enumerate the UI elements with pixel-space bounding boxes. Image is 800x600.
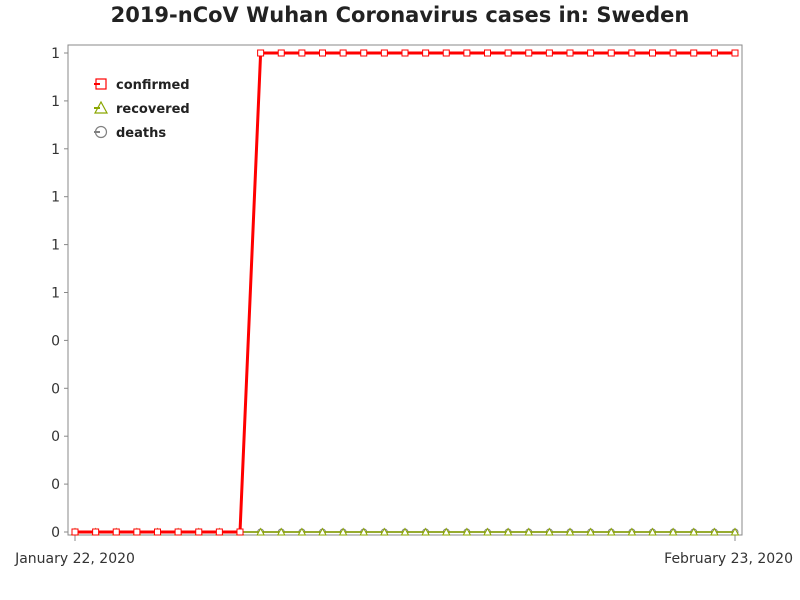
legend-label-confirmed: confirmed <box>116 78 190 93</box>
y-tick-label: 1 <box>51 286 60 302</box>
data-point-recovered <box>338 527 348 536</box>
data-point-confirmed <box>319 49 326 57</box>
x-tick-label: February 23, 2020 <box>664 551 793 567</box>
data-point-confirmed <box>154 528 161 536</box>
y-tick-label: 1 <box>51 94 60 110</box>
data-point-recovered <box>545 527 554 536</box>
data-point-confirmed <box>380 49 388 57</box>
data-point-recovered <box>421 527 430 536</box>
data-point-recovered <box>256 527 265 536</box>
legend-marker-circle-icon <box>94 125 108 139</box>
legend-item-deaths: deaths <box>94 125 166 141</box>
data-point-recovered <box>668 527 678 536</box>
data-point-recovered <box>565 527 575 536</box>
data-point-confirmed <box>442 49 450 57</box>
data-point-recovered <box>359 527 369 536</box>
y-tick-label: 1 <box>51 46 60 62</box>
y-tick-label: 1 <box>51 190 60 206</box>
legend: confirmed recovered deaths <box>93 78 190 141</box>
data-point-confirmed <box>277 49 285 57</box>
y-tick-label: 0 <box>51 429 60 445</box>
legend-label-recovered: recovered <box>116 102 190 117</box>
data-point-recovered <box>627 527 637 536</box>
data-point-recovered <box>441 527 451 536</box>
data-point-confirmed <box>360 49 368 57</box>
data-point-confirmed <box>174 528 182 536</box>
legend-marker-triangle-icon <box>93 100 109 114</box>
legend-marker-square-icon <box>95 78 107 90</box>
data-point-confirmed <box>298 49 306 57</box>
data-point-recovered <box>524 527 534 536</box>
data-point-recovered <box>710 527 719 536</box>
legend-item-recovered: recovered <box>93 100 190 117</box>
data-point-confirmed <box>195 528 203 536</box>
data-point-confirmed <box>112 528 120 536</box>
data-point-recovered <box>297 527 307 536</box>
y-tick-label: 0 <box>51 381 60 397</box>
data-point-confirmed <box>463 49 471 57</box>
chart-title: 2019-nCoV Wuhan Coronavirus cases in: Sw… <box>110 3 690 27</box>
data-point-confirmed <box>587 49 595 57</box>
series-line-confirmed <box>75 51 735 534</box>
plot-frame <box>67 44 743 536</box>
data-point-confirmed <box>607 49 615 57</box>
data-point-confirmed <box>669 49 677 57</box>
data-point-recovered <box>276 527 286 536</box>
data-point-confirmed <box>422 49 430 57</box>
data-point-confirmed <box>566 49 574 57</box>
data-point-confirmed <box>215 528 223 536</box>
data-point-recovered <box>648 527 657 536</box>
data-point-confirmed <box>339 49 347 57</box>
data-point-confirmed <box>401 49 409 57</box>
data-point-recovered <box>689 527 699 536</box>
data-point-recovered <box>400 527 410 536</box>
data-point-recovered <box>586 527 595 536</box>
x-tick-label: January 22, 2020 <box>14 551 135 567</box>
data-point-confirmed <box>649 49 656 57</box>
y-tick-label: 0 <box>51 477 60 493</box>
data-point-confirmed <box>525 49 533 57</box>
x-axis: January 22, 2020 February 23, 2020 <box>14 535 793 567</box>
data-point-confirmed <box>236 528 244 536</box>
data-point-confirmed <box>731 49 739 57</box>
series-layer <box>70 49 740 536</box>
y-tick-label: 0 <box>51 525 60 541</box>
data-point-recovered <box>503 527 513 536</box>
data-point-recovered <box>730 527 740 536</box>
data-point-recovered <box>462 527 472 536</box>
y-tick-label: 1 <box>51 238 60 254</box>
data-point-confirmed <box>504 49 512 57</box>
data-point-confirmed <box>690 49 698 57</box>
data-point-recovered <box>380 527 389 536</box>
data-point-confirmed <box>484 49 491 57</box>
data-point-confirmed <box>92 528 100 536</box>
data-point-recovered <box>318 527 327 536</box>
data-point-recovered <box>483 527 492 536</box>
legend-item-confirmed: confirmed <box>94 78 190 93</box>
y-tick-label: 1 <box>51 142 60 158</box>
data-point-confirmed <box>545 49 553 57</box>
y-tick-label: 0 <box>51 333 60 349</box>
data-point-confirmed <box>133 528 141 536</box>
y-axis: 0 0 0 0 0 1 1 1 1 1 1 <box>51 46 68 541</box>
data-point-confirmed <box>710 49 718 57</box>
data-point-confirmed <box>257 49 265 57</box>
data-point-recovered <box>606 527 616 536</box>
legend-label-deaths: deaths <box>116 126 166 141</box>
data-point-confirmed <box>71 528 79 536</box>
data-point-confirmed <box>628 49 636 57</box>
